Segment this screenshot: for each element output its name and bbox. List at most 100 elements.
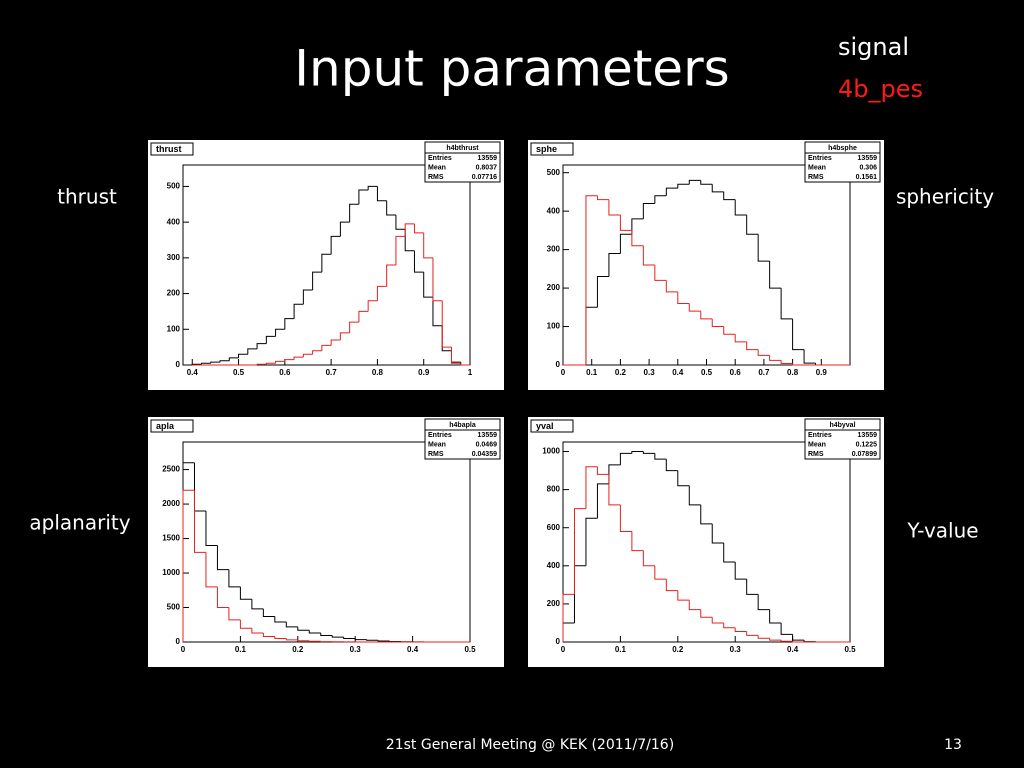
stats-label: Entries <box>808 155 832 162</box>
histogram-bin <box>619 215 632 231</box>
histogram-bin <box>320 633 333 636</box>
x-tick-label: 0.2 <box>615 368 627 377</box>
histogram-bin <box>642 202 655 219</box>
histogram-bin <box>262 633 275 637</box>
stats-value: 0.306 <box>859 164 877 171</box>
histogram-bin <box>792 318 805 351</box>
histogram-bin <box>275 360 285 364</box>
histogram-bin <box>654 565 667 580</box>
page-number: 13 <box>944 737 962 753</box>
histogram-bin <box>274 636 287 640</box>
histogram-bin <box>284 359 295 362</box>
histogram-bin <box>460 363 470 366</box>
stats-value: 0.04359 <box>472 451 497 458</box>
histogram-bin <box>608 474 621 506</box>
x-tick-label: 0.5 <box>701 368 713 377</box>
histogram-bin <box>631 531 644 552</box>
stats-name: h4bapla <box>449 422 476 429</box>
histogram-bin <box>275 328 285 337</box>
histogram-bin <box>312 271 322 290</box>
histogram-bin <box>734 627 747 633</box>
stats-value: 13559 <box>478 155 498 162</box>
y-tick-label: 400 <box>167 217 181 226</box>
histogram-bin <box>367 185 378 190</box>
histogram-bin <box>723 326 736 335</box>
stats-label: RMS <box>428 174 444 181</box>
histogram-bin <box>677 590 690 601</box>
chart-title: apla <box>156 421 175 431</box>
x-tick-label: 0.4 <box>672 368 684 377</box>
histogram-bin <box>349 203 359 223</box>
histogram-bin <box>219 360 230 363</box>
histogram-bin <box>723 622 736 629</box>
y-tick-label: 0 <box>176 360 181 369</box>
histogram-bin <box>780 622 793 635</box>
histogram-bin <box>654 195 667 204</box>
x-tick-label: 0.4 <box>787 645 799 654</box>
histogram-bin <box>239 619 252 629</box>
histogram-bin <box>757 594 770 611</box>
stats-box <box>804 418 881 460</box>
y-tick-label: 200 <box>547 283 561 292</box>
histogram-bin <box>746 631 759 636</box>
histogram-bin <box>339 332 350 340</box>
histogram-bin <box>596 483 609 519</box>
histogram-bin <box>285 622 298 628</box>
x-tick-label: 0.1 <box>615 645 627 654</box>
histogram-bin <box>321 344 332 351</box>
histogram-bin <box>239 586 252 600</box>
histogram-bin <box>182 489 195 642</box>
y-tick-label: 400 <box>547 206 561 215</box>
stats-value: 0.1225 <box>856 441 878 448</box>
histogram-bin <box>803 349 816 364</box>
histogram-bin <box>677 470 690 487</box>
histogram-bin <box>677 183 690 189</box>
y-tick-label: 400 <box>547 561 561 570</box>
plot-frame <box>182 164 471 366</box>
histogram-bin <box>312 350 322 355</box>
histogram-bin <box>302 353 313 358</box>
histogram-bin <box>654 265 667 281</box>
stats-value: 0.1561 <box>856 174 878 181</box>
histogram-bin <box>210 361 221 364</box>
panel-label: aplanarity <box>29 511 130 535</box>
histogram-bin <box>432 257 443 302</box>
histogram-bin <box>688 303 701 312</box>
histogram-bin <box>585 466 598 509</box>
histogram-bin <box>423 272 433 298</box>
x-tick-label: 1 <box>468 368 473 377</box>
histogram-bin <box>321 253 332 273</box>
histogram-bin <box>413 223 424 234</box>
histogram-bin <box>366 639 379 641</box>
histogram-bin <box>769 261 782 289</box>
histogram-bin <box>191 363 202 365</box>
x-tick-label: 0.8 <box>787 368 799 377</box>
histogram-bin <box>631 451 644 454</box>
histogram-bin <box>619 233 632 254</box>
stats-value: 13559 <box>858 155 878 162</box>
x-tick-label: 0.1 <box>235 645 247 654</box>
histogram-bin <box>308 630 321 634</box>
y-tick-label: 600 <box>547 523 561 532</box>
histogram-bin <box>700 504 713 525</box>
histogram-bin <box>216 545 229 571</box>
histogram-bin <box>349 321 359 333</box>
histogram-bin <box>262 608 275 617</box>
x-tick-label: 0.1 <box>586 368 598 377</box>
stats-label: RMS <box>808 451 824 458</box>
histogram-bin <box>780 360 793 364</box>
y-tick-label: 0 <box>556 637 561 646</box>
y-tick-label: 1500 <box>162 534 180 543</box>
slide-title: Input parameters <box>294 40 729 98</box>
histogram-bin <box>723 191 736 201</box>
histogram-bin <box>386 264 396 287</box>
histogram-bin <box>769 638 782 641</box>
x-tick-label: 0.2 <box>672 645 684 654</box>
footer: 21st General Meeting @ KEK (2011/7/16) <box>386 737 674 753</box>
y-tick-label: 2500 <box>162 465 180 474</box>
histogram-bin <box>302 289 313 305</box>
histogram-bin <box>608 252 621 277</box>
histogram-bin <box>432 297 443 327</box>
histogram-bin <box>284 318 295 330</box>
